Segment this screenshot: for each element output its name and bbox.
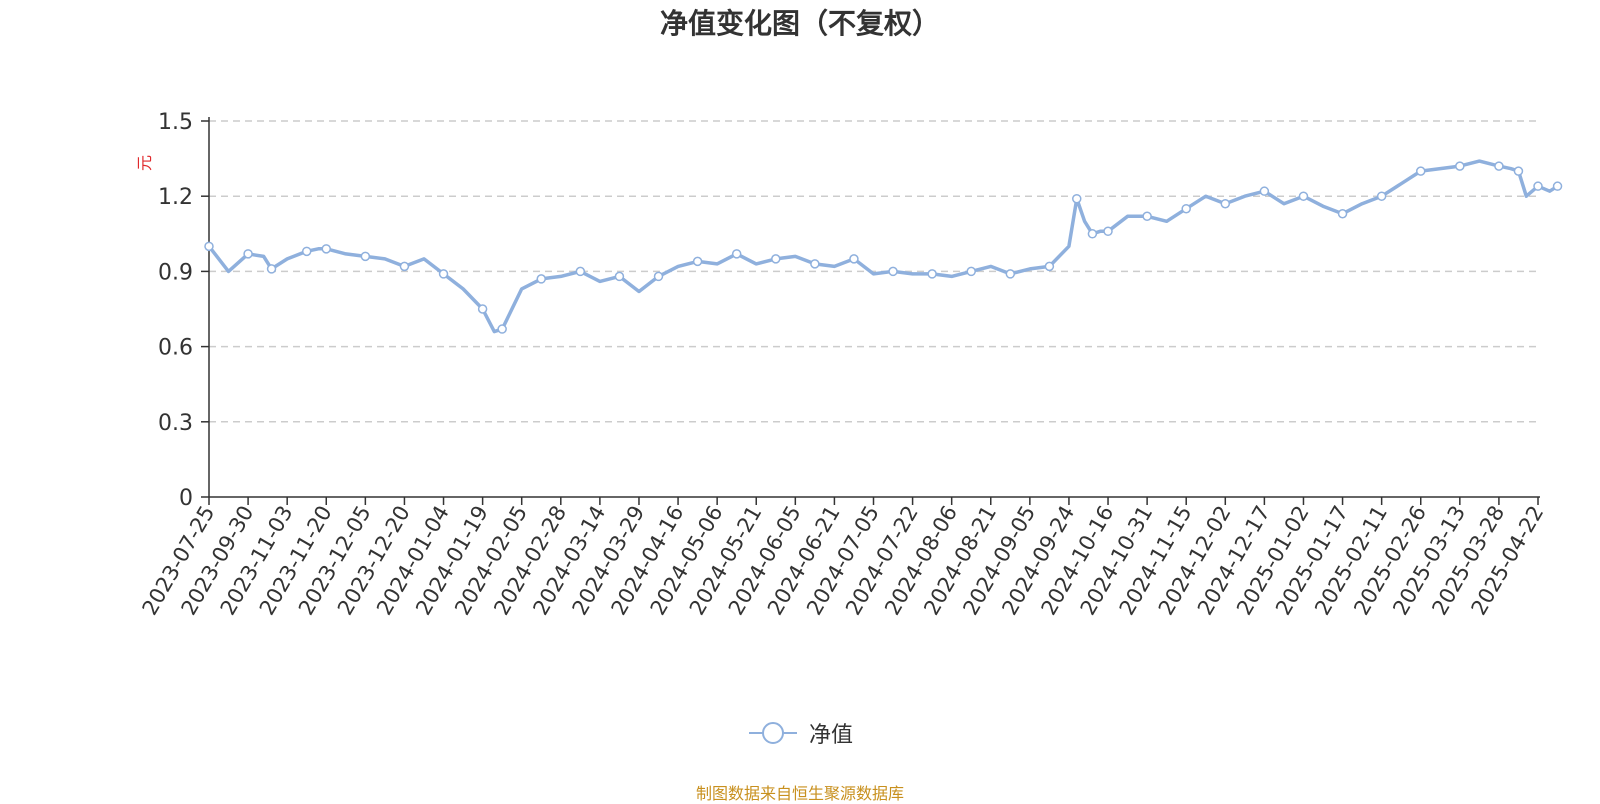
data-point	[1337, 208, 1348, 219]
data-point	[536, 274, 546, 284]
x-axis-ticks: 2023-07-252023-09-302023-11-032023-11-20…	[138, 497, 1548, 619]
grid-lines	[209, 120, 1538, 423]
data-point	[1044, 261, 1055, 272]
data-point	[204, 241, 214, 252]
legend[interactable]: 净值	[0, 717, 1600, 751]
data-point	[321, 244, 332, 254]
data-point	[692, 256, 703, 267]
data-point	[1259, 186, 1270, 196]
y-tick-label: 0.9	[158, 260, 193, 285]
y-tick-label: 0	[179, 486, 193, 511]
axes	[208, 117, 1540, 498]
data-point	[1103, 226, 1113, 237]
data-point	[1142, 211, 1152, 222]
data-point	[575, 266, 586, 277]
data-point	[243, 249, 253, 259]
data-point	[1072, 193, 1082, 204]
data-point	[497, 324, 507, 334]
data-point	[1298, 191, 1309, 201]
data-point	[966, 266, 976, 277]
y-tick-label: 0.3	[158, 411, 193, 436]
data-point	[771, 254, 781, 264]
data-point	[849, 254, 859, 264]
data-point	[1220, 198, 1231, 209]
data-point	[266, 264, 277, 274]
data-point	[1533, 181, 1543, 191]
legend-series-label: 净值	[808, 723, 853, 748]
data-point	[1415, 166, 1426, 176]
data-point	[438, 269, 449, 279]
data-point	[1005, 269, 1016, 279]
data-point	[1181, 203, 1191, 214]
series-line	[207, 159, 1560, 334]
data-point	[477, 304, 488, 314]
data-point	[360, 251, 371, 262]
data-point	[927, 269, 937, 279]
data-point	[1087, 229, 1098, 239]
y-tick-label: 0.6	[158, 336, 193, 361]
data-point	[731, 249, 742, 259]
data-point	[1552, 181, 1563, 191]
y-axis-ticks: 0 0.3 0.6 0.9 1.2 1.5	[158, 110, 209, 511]
data-point	[1455, 161, 1465, 171]
data-point	[399, 261, 410, 272]
data-point	[301, 246, 312, 257]
data-point	[810, 259, 820, 269]
data-point	[653, 271, 664, 282]
chart-title: 净值变化图（不复权）	[659, 7, 940, 40]
y-tick-label: 1.2	[158, 185, 193, 210]
data-point	[888, 266, 898, 277]
series-layer	[204, 159, 1563, 334]
source-note: 制图数据来自恒生聚源数据库	[695, 784, 904, 803]
data-point	[614, 271, 625, 282]
y-axis-unit-label: 元	[135, 155, 154, 171]
data-point	[1494, 161, 1504, 171]
y-tick-label: 1.5	[158, 110, 193, 135]
data-point	[1513, 166, 1524, 176]
data-point	[1376, 191, 1387, 201]
legend-series-marker-icon	[748, 722, 797, 744]
